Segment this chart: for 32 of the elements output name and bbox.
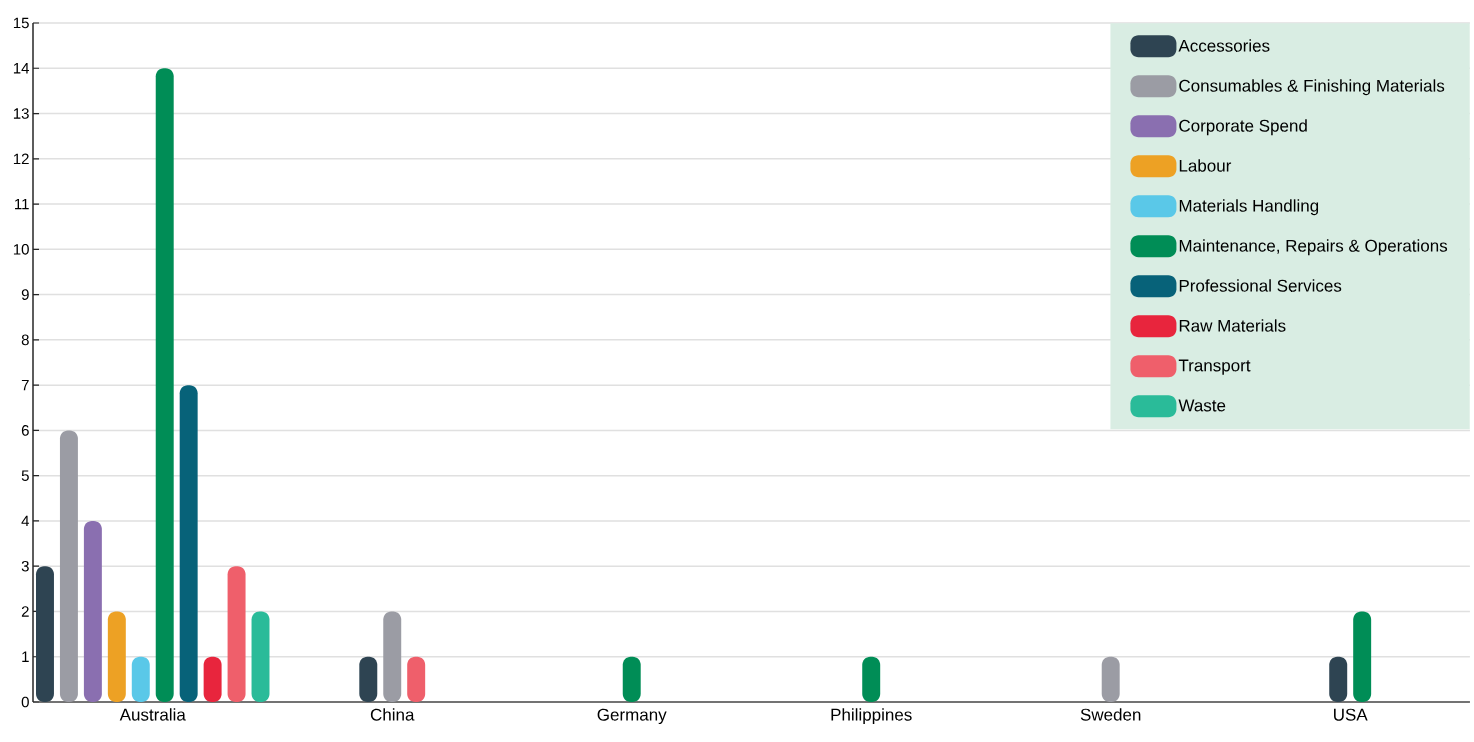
y-tick-label: 10 — [13, 244, 29, 255]
legend-label: Materials Handling — [1179, 199, 1319, 216]
legend-label: Consumables & Finishing Materials — [1179, 79, 1445, 96]
legend-label: Corporate Spend — [1179, 119, 1307, 136]
y-tick-label: 12 — [13, 153, 29, 165]
x-tick-label: Germany — [597, 708, 667, 725]
x-tick-label: Australia — [119, 708, 186, 721]
x-tick-label: China — [370, 708, 415, 721]
y-tick-label: 4 — [21, 515, 30, 527]
y-tick-label: 14 — [13, 63, 30, 74]
y-tick-label: 7 — [21, 379, 29, 391]
y-tick-label: 13 — [13, 108, 29, 119]
x-tick-label: Sweden — [1080, 708, 1141, 721]
legend-label: Waste — [1178, 399, 1226, 412]
y-tick-label: 1 — [22, 651, 29, 662]
legend-label: Professional Services — [1179, 279, 1342, 292]
y-tick-label: 8 — [21, 334, 29, 346]
y-tick-label: 3 — [21, 560, 29, 572]
y-tick-label: 15 — [13, 17, 29, 29]
y-tick-label: 6 — [21, 425, 29, 436]
legend-label: Maintenance, Repairs & Operations — [1179, 239, 1448, 256]
x-tick-label: USA — [1334, 708, 1368, 721]
y-tick-label: 2 — [21, 606, 29, 617]
x-tick-label: Philippines — [831, 708, 912, 725]
legend-label: Raw Materials — [1179, 319, 1286, 332]
legend-label: Accessories — [1178, 39, 1270, 52]
legend-label: Transport — [1178, 359, 1251, 375]
y-tick-label: 11 — [15, 198, 29, 210]
y-tick-label: 9 — [21, 289, 29, 300]
y-tick-label: 5 — [21, 470, 29, 481]
legend-label: Labour — [1179, 159, 1232, 172]
y-tick-label: 0 — [21, 696, 29, 708]
